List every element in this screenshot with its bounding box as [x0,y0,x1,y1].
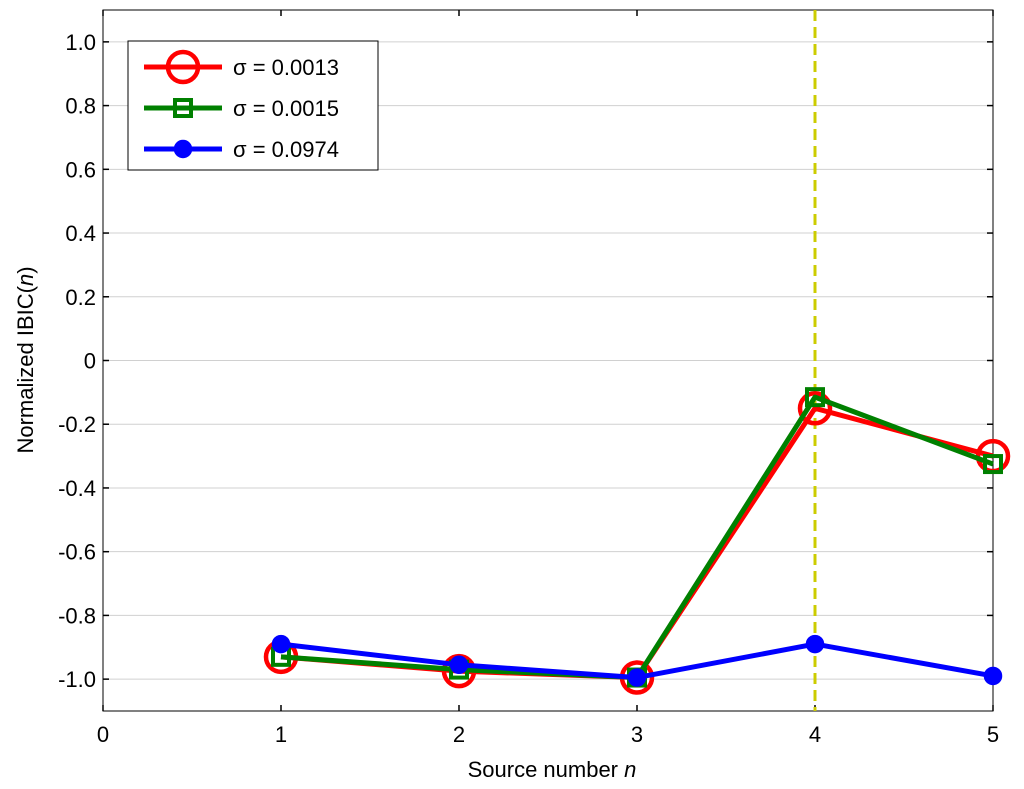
data-point [271,634,291,654]
y-tick-label: 0 [84,349,96,374]
x-tick-label: 3 [631,722,643,747]
data-point [805,387,825,408]
x-tick-label: 1 [275,722,287,747]
series-line [280,394,994,681]
data-point [449,655,469,675]
legend-label: σ = 0.0974 [233,137,339,162]
y-tick-label: -0.8 [58,603,96,628]
y-axis-label-var: n [13,274,38,286]
legend-label: σ = 0.0013 [233,55,339,80]
x-tick-label: 4 [809,722,821,747]
y-axis-label-close: ) [13,266,38,273]
series [271,387,1003,688]
y-axis-label-text: Normalized IBIC( [13,285,38,453]
data-point [627,668,647,687]
data-point [173,139,193,159]
x-tick-label: 2 [453,722,465,747]
x-tick-label: 5 [987,722,999,747]
data-point [173,98,193,118]
y-tick-label: 0.2 [65,285,96,310]
y-axis-label: Normalized IBIC(n) [13,266,38,453]
y-tick-label: 0.8 [65,94,96,119]
y-tick-label: -0.2 [58,412,96,437]
y-tick-label: -0.4 [58,476,96,501]
x-axis-label-text: Source number [468,757,618,782]
x-tick-labels: 0 1 2 3 4 5 [97,722,999,747]
legend-entry: σ = 0.0974 [144,137,339,162]
x-axis-label-var: n [624,757,636,782]
y-tick-label: -0.6 [58,540,96,565]
x-axis-label: Source number n [468,757,637,782]
series [263,391,1011,695]
y-tick-label: 1.0 [65,30,96,55]
data-point [983,666,1003,686]
data-point [805,634,825,654]
y-tick-labels: 1.0 0.8 0.6 0.4 0.2 0 -0.2 -0.4 -0.6 -0.8 -1.0 [58,30,96,692]
data-point [165,49,201,85]
y-tick-label: 0.6 [65,157,96,182]
legend-label: σ = 0.0015 [233,96,339,121]
legend-entry: σ = 0.0015 [144,96,339,121]
y-tick-label: 0.4 [65,221,96,246]
data-point [983,454,1003,475]
axis-ticks [102,10,994,711]
data-point [797,391,833,426]
legend: σ = 0.0013 σ = 0.0015 σ = 0.0974 [127,40,379,171]
x-tick-label: 0 [97,722,109,747]
y-tick-label: -1.0 [58,667,96,692]
legend-entry: σ = 0.0013 [144,49,339,85]
series-line [280,405,994,681]
series [271,634,1003,687]
series-layer [263,387,1011,695]
